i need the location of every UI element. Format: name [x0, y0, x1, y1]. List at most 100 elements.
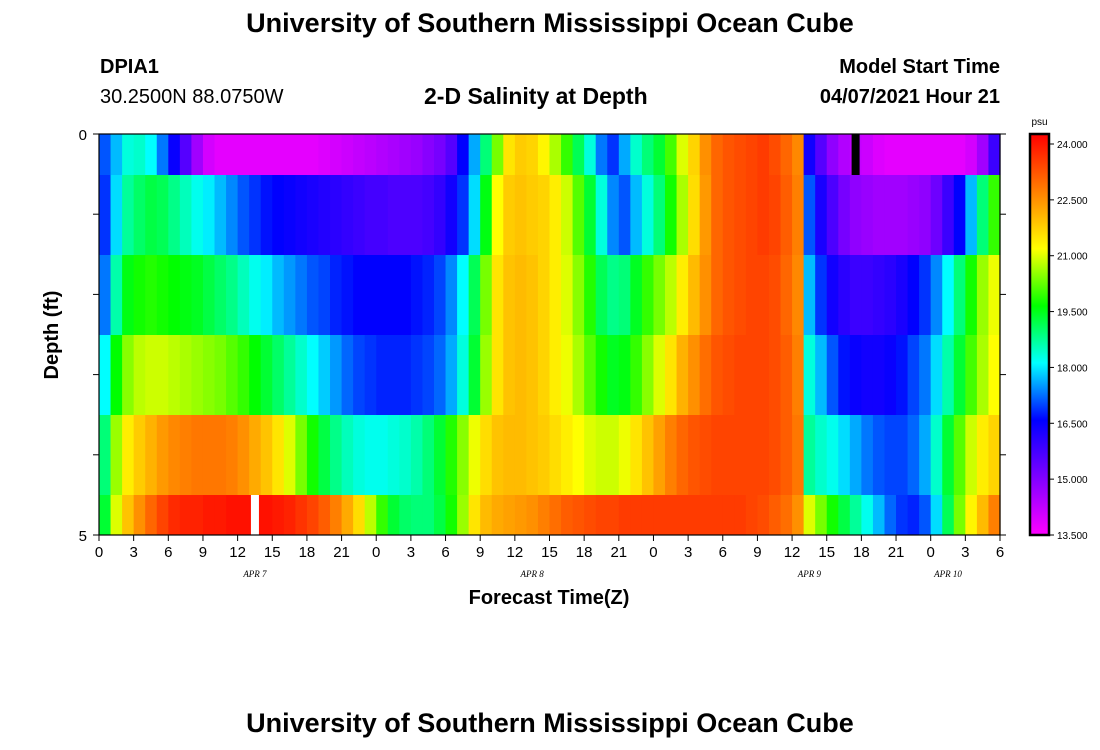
heatmap-cell	[156, 255, 169, 335]
heatmap-cell	[168, 134, 181, 175]
heatmap-cell	[976, 415, 990, 495]
heatmap-cell	[468, 335, 481, 415]
station-id: DPIA1	[100, 56, 159, 78]
heatmap-cell	[988, 415, 1001, 495]
heatmap-cell	[653, 134, 666, 175]
heatmap-cell	[133, 415, 146, 495]
heatmap-cell	[838, 175, 851, 255]
heatmap-cell	[745, 335, 759, 415]
heatmap-cell	[110, 495, 123, 535]
heatmap-cell	[676, 175, 689, 255]
heatmap-cell	[872, 415, 886, 495]
heatmap-cell	[618, 134, 631, 175]
heatmap-cell	[595, 175, 608, 255]
heatmap-cell	[433, 415, 447, 495]
heatmap-cell	[549, 415, 562, 495]
heatmap-cell	[387, 415, 400, 495]
heatmap-cell	[295, 415, 308, 495]
heatmap-cell	[907, 175, 920, 255]
x-tick-label: 0	[372, 544, 380, 561]
heatmap-cell	[422, 415, 435, 495]
heatmap-cell	[953, 255, 966, 335]
heatmap-cell	[711, 415, 724, 495]
heatmap-cell	[283, 134, 296, 175]
heatmap-cell	[665, 415, 678, 495]
heatmap-cell	[572, 134, 585, 175]
heatmap-cell	[145, 134, 158, 175]
heatmap-cell	[711, 255, 724, 335]
heatmap-cell	[780, 175, 793, 255]
heatmap-cell	[156, 415, 169, 495]
heatmap-cell	[318, 495, 331, 535]
heatmap-cell	[318, 134, 331, 175]
x-tick-label: 3	[407, 544, 415, 561]
heatmap-cell	[988, 255, 1001, 335]
heatmap-cell	[306, 134, 320, 175]
heatmap-cell	[688, 495, 701, 535]
heatmap-cell	[260, 415, 273, 495]
x-tick-label: 12	[507, 544, 524, 561]
heatmap-cell	[630, 255, 643, 335]
heatmap-cell	[561, 415, 574, 495]
heatmap-cell	[457, 335, 470, 415]
heatmap-cell	[988, 495, 1001, 535]
heatmap-cell	[122, 335, 135, 415]
heatmap-cell	[803, 495, 816, 535]
heatmap-cell	[849, 415, 862, 495]
heatmap-cell	[353, 255, 366, 335]
x-tick-label: 9	[199, 544, 207, 561]
heatmap-cell	[792, 175, 805, 255]
heatmap-cell	[803, 335, 816, 415]
heatmap-cell	[226, 415, 239, 495]
heatmap-cell	[838, 134, 851, 175]
heatmap-cell	[353, 175, 366, 255]
heatmap-cell	[930, 175, 943, 255]
heatmap-cell	[272, 495, 285, 535]
heatmap-cell	[376, 335, 389, 415]
heatmap-cell	[665, 335, 678, 415]
heatmap-cell	[884, 175, 897, 255]
heatmap-cell	[826, 415, 839, 495]
heatmap-cell	[330, 415, 343, 495]
heatmap-cell	[387, 255, 400, 335]
station-coordinates: 30.2500N 88.0750W	[100, 86, 284, 108]
heatmap-cell	[665, 255, 678, 335]
heatmap-cell	[630, 335, 643, 415]
heatmap-cell	[884, 255, 897, 335]
heatmap-cell	[422, 134, 435, 175]
heatmap-cell	[953, 495, 966, 535]
colorbar-tick-label: 13.500	[1057, 531, 1088, 542]
heatmap-markers	[250, 134, 860, 535]
heatmap-cell	[295, 134, 308, 175]
heatmap-cell	[341, 175, 354, 255]
heatmap-cell	[237, 134, 250, 175]
heatmap-cell	[145, 335, 158, 415]
heatmap-cell	[641, 134, 655, 175]
heatmap-cell	[537, 335, 551, 415]
heatmap-cell	[711, 335, 724, 415]
heatmap-cell	[480, 134, 493, 175]
heatmap-cell	[907, 255, 920, 335]
heatmap-cell	[318, 335, 331, 415]
heatmap-cell	[757, 175, 770, 255]
heatmap-cell	[341, 415, 354, 495]
heatmap-cell	[410, 415, 424, 495]
heatmap-cells	[99, 134, 1001, 535]
heatmap-cell	[572, 335, 585, 415]
heatmap-cell	[838, 495, 851, 535]
heatmap-cell	[826, 134, 839, 175]
x-tick-label: 21	[333, 544, 350, 561]
heatmap-cell	[410, 255, 424, 335]
heatmap-cell	[688, 335, 701, 415]
x-tick-label: 21	[610, 544, 627, 561]
heatmap-cell	[930, 255, 943, 335]
heatmap-cell	[907, 134, 920, 175]
heatmap-cell	[133, 255, 146, 335]
heatmap-cell	[838, 415, 851, 495]
heatmap-cell	[249, 255, 262, 335]
heatmap-cell	[653, 175, 666, 255]
x-tick-label: 15	[818, 544, 835, 561]
heatmap-cell	[537, 495, 551, 535]
heatmap-cell	[260, 255, 273, 335]
x-tick-label: 0	[95, 544, 103, 561]
